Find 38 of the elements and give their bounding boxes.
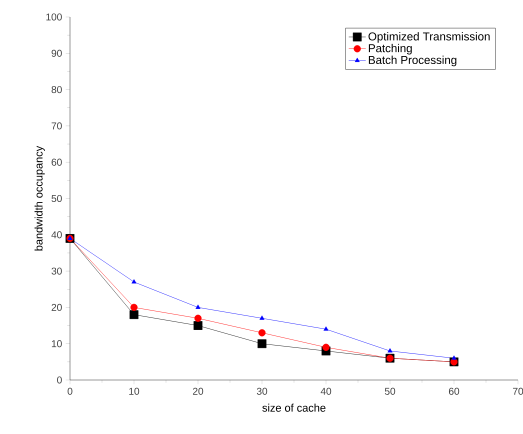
point: [260, 315, 264, 320]
point: [452, 355, 456, 360]
x-tick-label: 30: [256, 388, 268, 395]
point: [68, 236, 72, 240]
x-tick-label: 10: [129, 388, 140, 395]
y-tick-label: 30: [52, 268, 62, 275]
y-tick-label: 0: [57, 376, 62, 384]
x-tick-label: 0: [68, 388, 72, 395]
point: [258, 339, 266, 348]
x-tick-label: 60: [448, 388, 460, 395]
legend-label: Batch Processing: [368, 56, 456, 66]
point: [322, 344, 330, 351]
legend-label: Optimized Transmission: [368, 32, 490, 43]
point: [130, 310, 138, 320]
point: [130, 304, 138, 311]
point: [194, 314, 202, 322]
legend-label: Patching: [368, 44, 412, 55]
x-tick-label: 40: [320, 388, 332, 395]
point: [258, 329, 266, 336]
y-tick-label: 70: [52, 122, 62, 130]
x-axis-title: size of cache: [262, 404, 326, 412]
y-tick-label: 90: [52, 50, 62, 57]
point: [388, 348, 392, 352]
point: [324, 326, 328, 331]
y-axis-title: bandwidth occupancy: [34, 146, 45, 250]
x-tick-label: 50: [384, 388, 396, 395]
y-tick-label: 100: [46, 13, 62, 21]
y-tick-label: 40: [51, 231, 62, 238]
y-tick-label: 80: [52, 86, 62, 94]
y-tick-label: 50: [52, 194, 62, 202]
y-tick-label: 60: [52, 158, 62, 166]
x-tick-label: 70: [512, 388, 523, 395]
point: [194, 321, 202, 330]
point: [196, 304, 200, 309]
y-tick-label: 10: [52, 340, 62, 348]
point: [132, 279, 136, 284]
x-tick-label: 20: [192, 388, 204, 395]
y-tick-label: 20: [52, 304, 62, 311]
